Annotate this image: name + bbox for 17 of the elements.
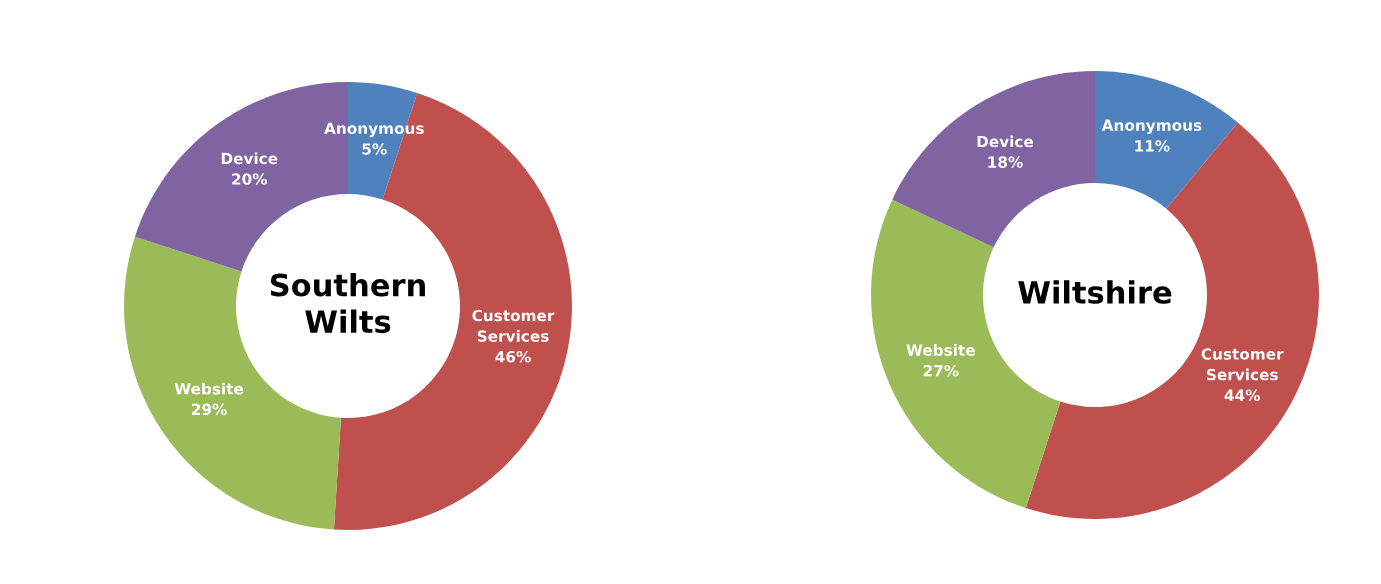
text: Wiltshire (1018, 280, 1172, 304)
data-label: 11% (1135, 140, 1170, 152)
slice-label: Customer Services (472, 309, 555, 342)
slice-label: Customer Services (1201, 348, 1284, 381)
slice-label: Website (174, 382, 244, 395)
slice-label: Anonymous (1101, 119, 1202, 135)
text: Southern Wilts (270, 272, 425, 334)
data-label: 27% (923, 364, 959, 377)
data-label: 29% (191, 403, 227, 416)
data-label: 5% (362, 143, 387, 155)
data-label: 20% (232, 173, 268, 185)
data-label: 46% (495, 350, 531, 363)
slice-label: Device (977, 135, 1034, 148)
slice-label: Website (906, 344, 975, 356)
slice-label: Device (221, 152, 278, 165)
data-label: 18% (988, 156, 1023, 168)
data-label: 44% (1224, 389, 1261, 401)
